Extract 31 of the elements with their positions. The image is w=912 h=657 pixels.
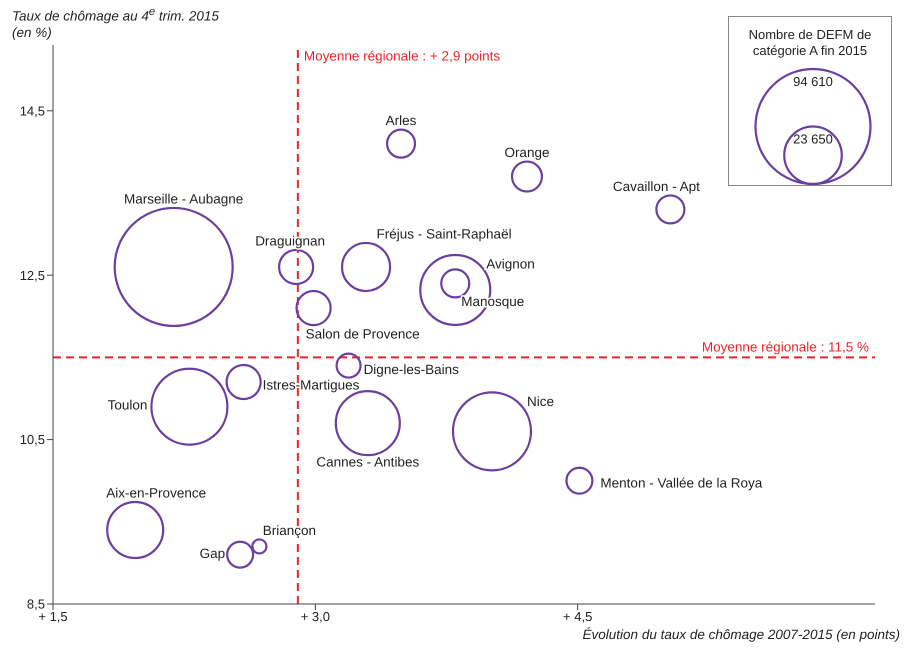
series-label: Menton - Vallée de la Roya (600, 475, 763, 490)
series-label: Marseille - Aubagne (124, 192, 244, 207)
series-label: Draguignan (255, 233, 326, 248)
text: Taux de chômage au 4$^{e}$ trim. 2015 (en %) (12, 6, 219, 40)
series-label: Digne-les-Bains (364, 362, 460, 378)
series-label: Cannes - Antibes (316, 454, 420, 470)
legend-title: Nombre de DEFM de catégorie A fin 2015 (748, 27, 872, 59)
series-label: Nice (526, 394, 554, 409)
y-tick-label: 8,5 (26, 596, 45, 612)
x-axis-title: Évolution du taux de chômage 2007-2015 (en points) (582, 627, 900, 642)
legend-label: 94 610 (793, 74, 833, 89)
series-label: Fréjus - Saint-Raphaël (376, 226, 512, 242)
series-label: Arles (386, 113, 417, 128)
legend-label: 23 650 (793, 132, 833, 147)
series-label: Briançon (262, 523, 316, 538)
ref-line-label: Moyenne régionale : 11,5 % (702, 339, 869, 354)
series-label: Avignon (486, 256, 535, 272)
series-label: Orange (504, 145, 550, 160)
x-tick-label: + 3,0 (300, 609, 330, 624)
y-tick-label: 12,5 (20, 268, 45, 283)
x-tick-label: + 4,5 (563, 609, 592, 624)
x-tick-label: + 1,5 (38, 609, 68, 624)
series-label: Cavaillon - Apt (612, 178, 700, 194)
ref-line-label: Moyenne régionale : + 2,9 points (304, 48, 500, 64)
series-label: Salon de Provence (306, 326, 420, 342)
series-label: Aix-en-Provence (106, 486, 206, 501)
y-tick-label: 10,5 (20, 432, 45, 448)
y-tick-label: 14,5 (20, 103, 45, 118)
series-label: Toulon (108, 397, 148, 412)
series-label: Gap (200, 546, 226, 562)
series-label: Istres-Martigues (262, 378, 360, 393)
